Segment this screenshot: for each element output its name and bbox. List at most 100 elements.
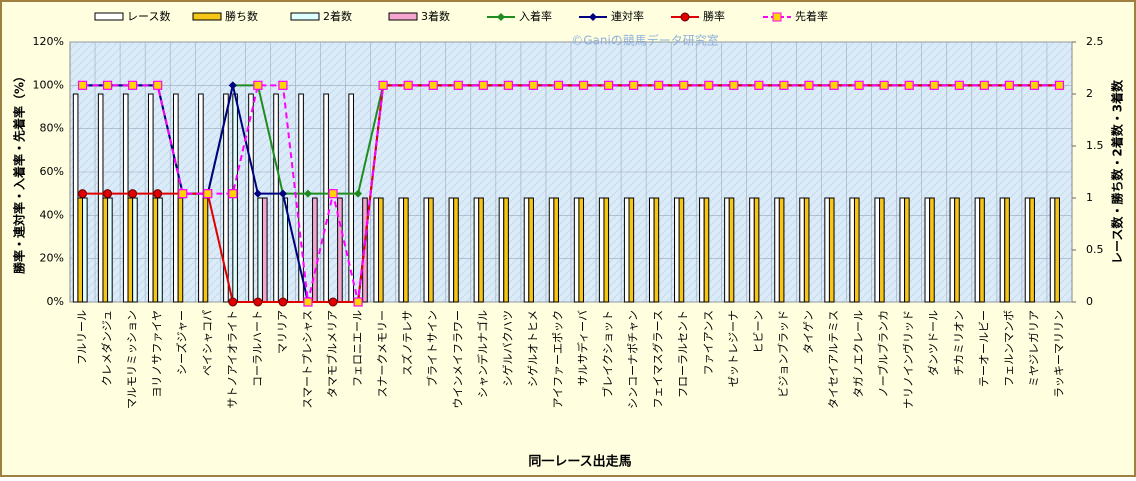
line-marker <box>228 81 237 90</box>
bar <box>699 197 705 303</box>
line-series <box>82 84 1060 303</box>
legend-label: 勝ち数 <box>225 9 258 23</box>
bar <box>598 197 605 303</box>
x-tick-label: ブレイクショット <box>601 310 615 398</box>
line-marker <box>704 80 714 90</box>
bar <box>453 197 459 303</box>
line-marker <box>729 80 739 90</box>
line-marker <box>153 80 163 90</box>
x-axis-title: 同一レース出走馬 <box>528 454 631 470</box>
bar <box>373 197 380 303</box>
x-tick-label: ミヤジレガリア <box>1027 310 1040 387</box>
bar <box>553 197 559 303</box>
bar <box>904 197 910 303</box>
legend-swatch <box>94 12 124 21</box>
x-tick-label: チカミリオン <box>952 310 965 376</box>
x-tick-label: クレメダンジュ <box>100 310 114 386</box>
bar <box>261 197 268 303</box>
bar <box>398 197 405 303</box>
legend-marker <box>772 12 782 22</box>
legend-marker <box>497 13 505 21</box>
line-marker <box>328 189 338 199</box>
bar <box>273 93 279 303</box>
x-tick-label: タマモブルメリア <box>325 310 339 398</box>
bar <box>173 93 179 303</box>
legend-label: 連対率 <box>611 9 644 23</box>
line-marker <box>553 80 564 90</box>
line-marker <box>654 80 664 90</box>
line-marker <box>128 80 138 90</box>
line-marker <box>954 80 964 90</box>
x-tick-label: シーズジャー <box>175 310 189 375</box>
bar <box>703 197 710 303</box>
y2-tick-label: 2.5 <box>1086 35 1104 48</box>
bar <box>799 197 805 303</box>
bar <box>202 197 209 303</box>
y-tick-label: 100% <box>33 78 64 91</box>
line-marker <box>804 80 814 90</box>
x-tick-label: サルサディーバ <box>576 310 590 386</box>
x-tick-label: タガノエクレール <box>852 310 865 398</box>
x-tick-label: ナリノインヴリッド <box>901 310 915 409</box>
line-marker <box>578 80 589 90</box>
y-tick-label: 40% <box>40 208 64 221</box>
line-marker <box>779 80 789 90</box>
bar <box>749 197 755 303</box>
x-tick-label: ノーブルブランカ <box>876 310 890 397</box>
bar <box>774 197 780 303</box>
y2-tick-label: 2 <box>1086 87 1093 100</box>
legend-label: 勝率 <box>703 9 725 23</box>
x-tick-label: スズノテレサ <box>400 310 414 376</box>
legend-label: レース数 <box>127 10 170 23</box>
line-marker <box>629 80 639 90</box>
x-tick-label: タイセイアルテミス <box>827 310 840 409</box>
x-tick-label: ウインメイフラワー <box>451 310 464 409</box>
bar <box>778 197 785 303</box>
line-marker <box>102 80 113 90</box>
bar <box>423 197 430 303</box>
line-marker <box>178 189 188 199</box>
bar <box>728 197 735 303</box>
x-tick-label: フローラルセント <box>677 310 690 398</box>
line-marker <box>278 80 288 90</box>
line-marker <box>203 189 213 199</box>
bar <box>132 197 138 303</box>
bar <box>503 197 509 303</box>
x-tick-label: フルリール <box>76 310 89 365</box>
y-tick-label: 0% <box>47 295 64 308</box>
bar <box>753 197 760 303</box>
legend-label: 先着率 <box>795 9 828 23</box>
x-tick-label: スマートプレシャス <box>301 310 314 409</box>
bar <box>678 197 685 303</box>
bar <box>107 197 113 303</box>
bar <box>803 197 810 303</box>
x-tick-label: ペイシャコパ <box>201 310 214 376</box>
line-marker <box>253 297 263 307</box>
line-marker <box>353 297 363 307</box>
x-tick-label: ヒビーン <box>752 310 765 353</box>
line-marker <box>854 80 864 90</box>
bar <box>548 197 555 303</box>
x-tick-label: ラッキーマリリン <box>1052 310 1065 398</box>
bar <box>478 197 484 303</box>
line-marker <box>528 80 539 90</box>
y-axis-title: 勝率・連対率・入着率・先着率（%） <box>12 70 27 274</box>
bar <box>122 93 129 303</box>
line-marker <box>428 80 438 90</box>
x-tick-label: サトノアイオライト <box>226 310 239 408</box>
x-tick-label: タイゲン <box>802 310 815 354</box>
bar <box>177 197 184 303</box>
line-marker <box>253 189 262 198</box>
x-tick-label: シゲルオトヒメ <box>526 310 539 387</box>
x-tick-label: フェイマスグラース <box>651 310 665 408</box>
bar <box>999 197 1006 303</box>
bar <box>257 197 263 303</box>
bar <box>448 197 455 303</box>
bar <box>724 197 730 303</box>
bar <box>528 197 534 303</box>
line-marker <box>453 80 463 90</box>
x-tick-label: コーラルハート <box>251 310 264 387</box>
bar <box>157 197 163 303</box>
bar <box>72 93 79 303</box>
line-marker <box>403 80 413 90</box>
